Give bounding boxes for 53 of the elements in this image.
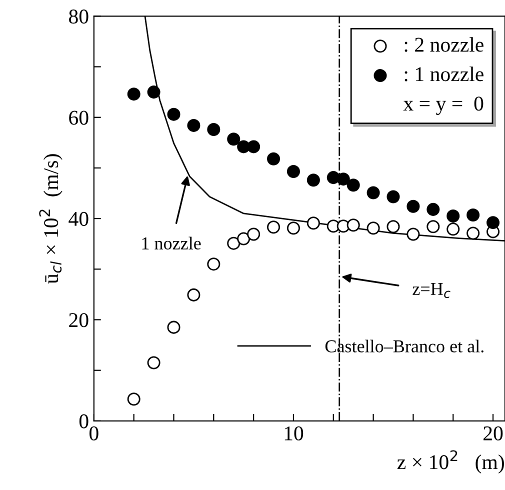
y-tick-label: 80 bbox=[69, 10, 88, 24]
y-tick-label: 40 bbox=[68, 212, 88, 226]
point bbox=[346, 178, 360, 192]
legend-label: Castello–Branco et al. bbox=[325, 340, 484, 353]
point bbox=[306, 216, 320, 230]
legend-label: : 1 nozzle bbox=[404, 66, 484, 82]
y-tick-label: 0 bbox=[79, 414, 88, 428]
annotation: x = y = 0 bbox=[403, 96, 484, 115]
point bbox=[237, 232, 250, 246]
point bbox=[466, 226, 480, 240]
point bbox=[227, 132, 240, 146]
point bbox=[127, 88, 140, 101]
point bbox=[406, 228, 420, 241]
point bbox=[386, 190, 400, 204]
point bbox=[187, 288, 200, 302]
point bbox=[127, 392, 140, 406]
point bbox=[247, 228, 260, 241]
x-tick-label: 20 bbox=[484, 426, 503, 440]
point bbox=[446, 222, 460, 236]
point bbox=[286, 222, 300, 235]
point bbox=[366, 186, 380, 200]
point bbox=[336, 172, 350, 186]
y-axis-title: ū$_{cl}$ × 10$^{2}$ (m/s) bbox=[39, 154, 62, 284]
point bbox=[167, 108, 180, 121]
point bbox=[207, 122, 220, 136]
point bbox=[187, 118, 200, 132]
annotation: z=H$_{c}$ bbox=[412, 283, 450, 298]
point bbox=[167, 320, 180, 334]
point bbox=[306, 174, 320, 187]
point bbox=[426, 202, 440, 216]
point bbox=[386, 220, 400, 234]
x-tick-label: 0 bbox=[90, 426, 98, 440]
point bbox=[366, 222, 380, 235]
point bbox=[486, 216, 500, 230]
point bbox=[147, 86, 160, 99]
text: z × 10$^{2}$ (m) bbox=[397, 450, 504, 474]
point bbox=[346, 218, 360, 232]
point bbox=[426, 220, 440, 234]
point bbox=[147, 356, 160, 370]
point bbox=[446, 210, 460, 223]
point bbox=[286, 164, 300, 178]
point bbox=[227, 236, 240, 250]
point bbox=[466, 208, 480, 222]
y-tick-label: 20 bbox=[69, 313, 88, 328]
legend-label: : 2 nozzle bbox=[404, 37, 484, 52]
point bbox=[247, 140, 260, 154]
point bbox=[207, 258, 220, 271]
point bbox=[267, 152, 280, 166]
annotation: 1 nozzle bbox=[142, 236, 201, 250]
point bbox=[406, 200, 420, 213]
x-tick-label: 10 bbox=[284, 426, 304, 440]
y-tick-label: 60 bbox=[69, 110, 88, 125]
point bbox=[267, 220, 280, 234]
